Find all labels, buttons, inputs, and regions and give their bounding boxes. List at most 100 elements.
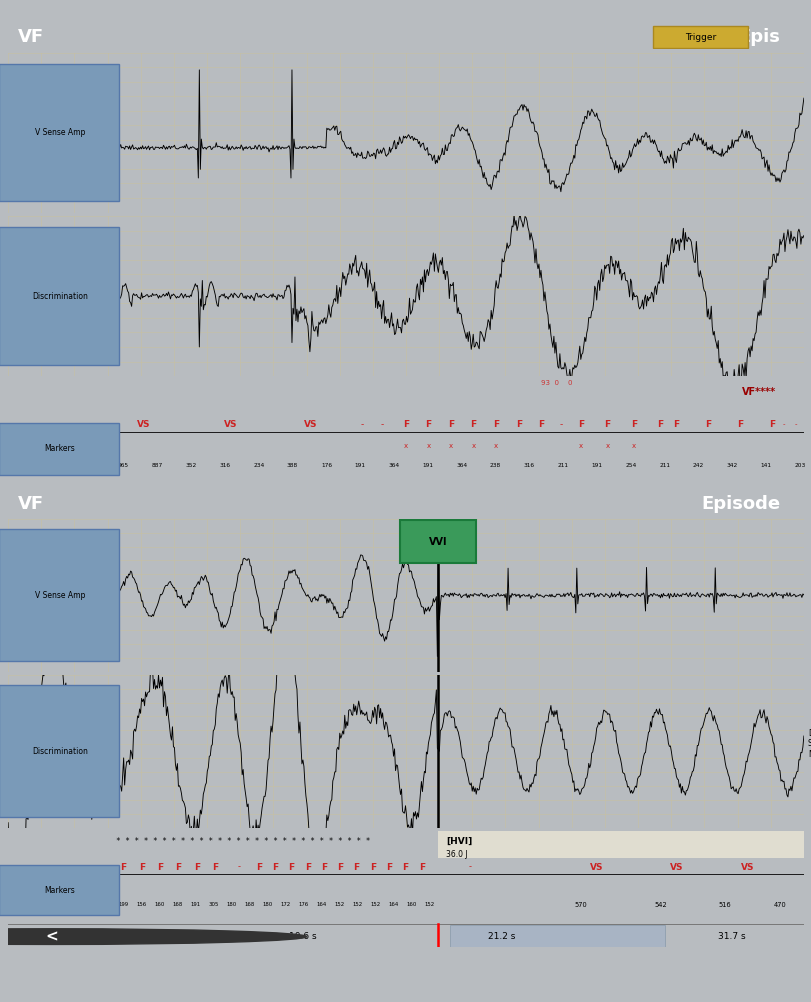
- Text: -: -: [782, 422, 784, 428]
- Text: 172: 172: [281, 903, 290, 908]
- Text: F: F: [320, 863, 327, 872]
- Text: x: x: [605, 443, 609, 449]
- Text: 36.0 J: 36.0 J: [445, 850, 467, 859]
- FancyBboxPatch shape: [0, 529, 118, 661]
- Text: <: <: [45, 929, 58, 944]
- Text: 316: 316: [523, 463, 534, 468]
- Text: x: x: [578, 443, 582, 449]
- Text: 152: 152: [352, 903, 363, 908]
- Text: Epis: Epis: [737, 28, 779, 46]
- Text: x: x: [494, 443, 498, 449]
- Text: x: x: [403, 443, 408, 449]
- Text: F: F: [672, 420, 679, 429]
- Text: 152: 152: [371, 903, 380, 908]
- Text: -: -: [360, 420, 363, 429]
- Text: F: F: [402, 420, 409, 429]
- Text: F: F: [120, 863, 127, 872]
- Text: F: F: [175, 863, 181, 872]
- FancyBboxPatch shape: [0, 685, 118, 818]
- Text: F: F: [272, 863, 278, 872]
- FancyBboxPatch shape: [449, 925, 664, 947]
- Text: 156: 156: [136, 903, 147, 908]
- Text: 176: 176: [298, 903, 308, 908]
- Text: 168: 168: [244, 903, 255, 908]
- Text: V Sense Amp: V Sense Amp: [35, 128, 85, 137]
- Text: VS: VS: [224, 420, 238, 429]
- Text: -: -: [380, 420, 384, 429]
- Text: D
S
M: D S M: [807, 728, 811, 759]
- Text: F: F: [705, 420, 710, 429]
- FancyBboxPatch shape: [652, 26, 747, 48]
- Text: F: F: [538, 420, 543, 429]
- Text: F: F: [370, 863, 375, 872]
- Text: F: F: [425, 420, 431, 429]
- Text: 352: 352: [185, 463, 196, 468]
- Text: 364: 364: [388, 463, 399, 468]
- Text: V Sense Amp: V Sense Amp: [35, 591, 85, 600]
- Text: F: F: [288, 863, 294, 872]
- Text: -: -: [468, 863, 470, 872]
- Text: F: F: [418, 863, 424, 872]
- Text: 364: 364: [456, 463, 466, 468]
- Text: F: F: [657, 420, 663, 429]
- Text: x: x: [631, 443, 635, 449]
- Text: F: F: [492, 420, 499, 429]
- Text: 152: 152: [424, 903, 435, 908]
- Text: 388: 388: [286, 463, 298, 468]
- Text: 164: 164: [316, 903, 327, 908]
- Text: 191: 191: [590, 463, 602, 468]
- Text: 199: 199: [118, 903, 128, 908]
- Text: Markers: Markers: [45, 444, 75, 453]
- Text: F: F: [304, 863, 311, 872]
- FancyBboxPatch shape: [437, 831, 803, 859]
- Text: 160: 160: [406, 903, 417, 908]
- Text: 191: 191: [354, 463, 365, 468]
- Text: 31.7 s: 31.7 s: [718, 932, 745, 941]
- Text: 176: 176: [320, 463, 332, 468]
- FancyBboxPatch shape: [0, 423, 118, 475]
- Text: F: F: [448, 420, 453, 429]
- Text: F: F: [212, 863, 218, 872]
- Text: [HVI]: [HVI]: [445, 838, 471, 847]
- FancyBboxPatch shape: [0, 64, 118, 201]
- Text: x: x: [448, 443, 453, 449]
- Text: Episode: Episode: [700, 495, 779, 513]
- Text: 191: 191: [422, 463, 433, 468]
- Text: 10.6 s: 10.6 s: [289, 932, 316, 941]
- Text: F: F: [470, 420, 476, 429]
- Text: F: F: [768, 420, 775, 429]
- Text: 191: 191: [191, 903, 200, 908]
- Text: Discrimination: Discrimination: [32, 746, 88, 756]
- Text: 141: 141: [760, 463, 770, 468]
- FancyBboxPatch shape: [0, 866, 118, 916]
- Text: 21.2 s: 21.2 s: [487, 932, 514, 941]
- Text: 234: 234: [253, 463, 264, 468]
- Text: Trigger: Trigger: [684, 32, 715, 41]
- Text: VS: VS: [740, 863, 754, 872]
- Text: F: F: [157, 863, 163, 872]
- Text: 470: 470: [773, 902, 785, 908]
- Text: 203: 203: [793, 463, 805, 468]
- Text: F: F: [193, 863, 200, 872]
- Text: VF: VF: [18, 495, 44, 513]
- Text: -: -: [237, 863, 240, 872]
- Text: -: -: [559, 420, 562, 429]
- Text: x: x: [471, 443, 475, 449]
- Text: F: F: [577, 420, 583, 429]
- Text: 570: 570: [574, 902, 586, 908]
- Text: F: F: [402, 863, 408, 872]
- Text: 164: 164: [388, 903, 398, 908]
- Text: 242: 242: [692, 463, 703, 468]
- Text: 180: 180: [262, 903, 272, 908]
- Text: 965: 965: [118, 463, 129, 468]
- Text: 305: 305: [208, 903, 218, 908]
- Text: 168: 168: [172, 903, 182, 908]
- Text: VS: VS: [590, 863, 603, 872]
- Text: VS: VS: [303, 420, 317, 429]
- Text: x: x: [426, 443, 430, 449]
- Text: 211: 211: [557, 463, 568, 468]
- Text: F: F: [337, 863, 343, 872]
- FancyBboxPatch shape: [399, 520, 475, 563]
- Text: Discrimination: Discrimination: [32, 292, 88, 301]
- Text: F: F: [386, 863, 392, 872]
